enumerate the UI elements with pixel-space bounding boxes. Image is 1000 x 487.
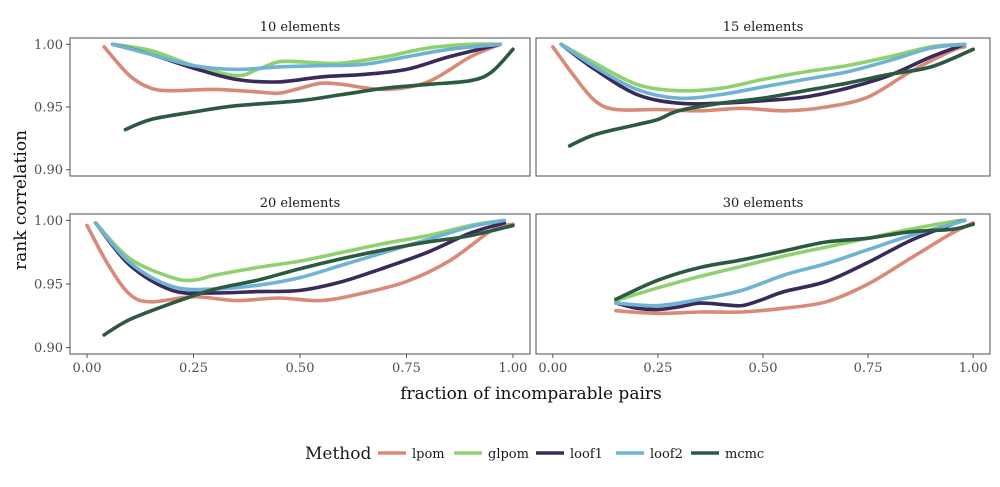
legend-label-lpom: lpom [412, 447, 445, 462]
x-tick-label: 0.50 [286, 361, 315, 376]
series-line-mcmc [567, 47, 975, 148]
series-line-lpom [85, 222, 515, 304]
series-line-loof1 [559, 42, 967, 106]
legend: Method lpom glpom loof1 loof2 mcmc [305, 444, 764, 464]
y-tick-label: 0.95 [34, 278, 63, 293]
facet-panels: 10 elements 0.90 0.95 1.00 15 elements 20 ele… [34, 20, 991, 376]
series-line-loof2 [559, 42, 967, 101]
y-tick-label: 1.00 [34, 38, 63, 53]
panel-3: 20 elements 0.90 0.95 1.00 0.00 0.25 0.50 0.75 1… [34, 196, 531, 376]
series-line-glpom [559, 42, 967, 93]
y-tick-label: 0.90 [34, 341, 63, 356]
series-line-mcmc [102, 223, 515, 337]
series-line-mcmc [123, 47, 515, 132]
series-line-mcmc [614, 222, 975, 302]
panel-1: 10 elements 0.90 0.95 1.00 [34, 20, 531, 178]
legend-label-mcmc: mcmc [725, 447, 764, 462]
x-tick-label: 0.75 [392, 361, 421, 376]
panel-2: 15 elements [535, 20, 991, 177]
series-line-loof2 [110, 42, 502, 72]
series-line-loof1 [93, 221, 507, 296]
x-axis-title: fraction of incomparable pairs [400, 384, 662, 404]
legend-label-loof2: loof2 [650, 447, 683, 462]
x-tick-label: 1.00 [959, 361, 988, 376]
panel-title: 20 elements [260, 196, 341, 211]
x-tick-label: 0.25 [643, 361, 672, 376]
y-tick-label: 1.00 [34, 214, 63, 229]
panel-border [535, 37, 991, 177]
x-tick-label: 0.50 [749, 361, 778, 376]
panel-title: 10 elements [260, 20, 341, 35]
panel-4: 30 elements 0.00 0.25 0.50 0.75 1.00 [535, 196, 991, 376]
x-tick-label: 0.00 [538, 361, 567, 376]
y-tick-label: 0.90 [34, 163, 63, 178]
series-line-loof1 [614, 218, 967, 312]
x-tick-label: 0.75 [854, 361, 883, 376]
panel-title: 30 elements [723, 196, 804, 211]
legend-title: Method [305, 444, 371, 464]
series-line-loof2 [93, 218, 507, 292]
x-tick-label: 0.00 [73, 361, 102, 376]
y-tick-label: 0.95 [34, 101, 63, 116]
panel-title: 15 elements [723, 20, 804, 35]
series-line-glpom [93, 218, 507, 283]
y-axis-title: rank correlation [11, 130, 31, 270]
legend-label-loof1: loof1 [570, 447, 603, 462]
series-line-lpom [614, 221, 975, 316]
x-tick-label: 0.25 [179, 361, 208, 376]
series-line-glpom [614, 218, 967, 303]
legend-label-glpom: glpom [488, 447, 529, 462]
x-tick-label: 1.00 [498, 361, 527, 376]
